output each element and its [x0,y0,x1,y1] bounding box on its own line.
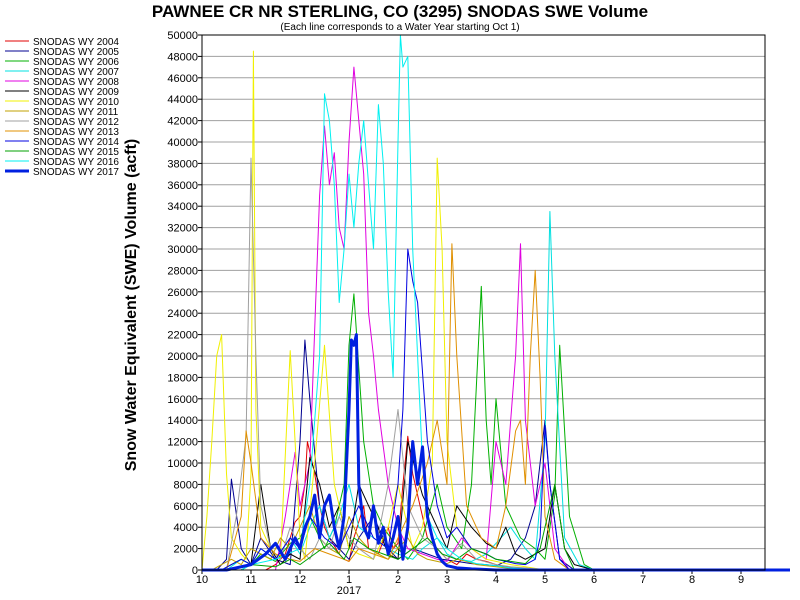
legend-label: SNODAS WY 2009 [33,87,119,98]
chart-subtitle: (Each line corresponds to a Water Year s… [280,22,519,33]
chart-title: PAWNEE CR NR STERLING, CO (3295) SNODAS … [152,2,648,21]
plot-area [201,34,790,572]
series-line-snodas-wy-2008 [202,66,790,571]
series-line-snodas-wy-2017 [202,333,790,572]
x-tick-label: 5 [542,574,548,586]
y-tick-label: 12000 [167,437,198,449]
y-tick-label: 24000 [167,308,198,320]
series-line-snodas-wy-2005 [202,339,790,571]
x-tick-label: 9 [738,574,744,586]
y-tick-label: 14000 [167,415,198,427]
series-line-snodas-wy-2016 [202,34,790,571]
plot-border [201,34,766,571]
legend-label: SNODAS WY 2008 [33,77,119,88]
y-tick-label: 28000 [167,265,198,277]
legend-label: SNODAS WY 2014 [33,137,119,148]
x-tick-label: 11 [245,574,256,586]
legend-label: SNODAS WY 2012 [33,117,119,128]
legend-label: SNODAS WY 2011 [33,107,119,118]
x-year-label: 2017 [337,585,361,597]
y-tick-label: 22000 [167,330,198,342]
series-line-snodas-wy-2010 [201,50,790,571]
y-tick-label: 42000 [167,116,198,128]
y-tick-label: 46000 [167,73,198,85]
y-tick-label: 8000 [174,479,198,491]
legend-label: SNODAS WY 2006 [33,57,119,68]
series-line-snodas-wy-2013 [202,243,790,571]
x-tick-label: 7 [640,574,646,586]
series-line-snodas-wy-2014 [202,248,790,571]
legend-label: SNODAS WY 2005 [33,47,119,58]
series-line-snodas-wy-2012 [202,157,790,571]
x-tick-label: 8 [689,574,695,586]
series-line-snodas-wy-2007 [202,211,790,571]
x-tick-label: 1 [346,574,352,586]
y-tick-label: 18000 [167,372,198,384]
x-tick-label: 3 [444,574,450,586]
legend-label: SNODAS WY 2015 [33,147,119,158]
y-tick-label: 0 [192,565,198,577]
series-line-snodas-wy-2015 [202,483,790,571]
grid [202,34,765,571]
y-tick-label: 16000 [167,394,198,406]
y-tick-label: 44000 [167,94,198,106]
x-tick-label: 12 [294,574,306,586]
y-tick-label: 20000 [167,351,198,363]
legend-label: SNODAS WY 2004 [33,37,119,48]
y-tick-label: 2000 [174,544,198,556]
legend-label: SNODAS WY 2010 [33,97,119,108]
y-tick-label: 48000 [167,51,198,63]
y-tick-label: 4000 [174,522,198,534]
y-tick-label: 40000 [167,137,198,149]
y-axis-label: Snow Water Equivalent (SWE) Volume (acft… [123,139,140,471]
legend-label: SNODAS WY 2007 [33,67,119,78]
y-tick-label: 6000 [174,501,198,513]
x-tick-label: 10 [196,574,208,586]
legend-label: SNODAS WY 2017 [33,167,119,178]
y-tick-label: 10000 [167,458,198,470]
y-tick-label: 34000 [167,201,198,213]
y-axis: 0 2000 4000 6000 8000 10000 12000 14000 16000 180… [167,30,202,577]
x-tick-label: 6 [591,574,597,586]
legend-label: SNODAS WY 2016 [33,157,119,168]
y-tick-label: 36000 [167,180,198,192]
legend-label: SNODAS WY 2013 [33,127,119,138]
y-tick-label: 38000 [167,158,198,170]
x-tick-label: 4 [493,574,499,586]
y-tick-label: 50000 [167,30,198,42]
y-tick-label: 32000 [167,223,198,235]
y-tick-label: 30000 [167,244,198,256]
y-tick-label: 26000 [167,287,198,299]
x-tick-label: 2 [395,574,401,586]
